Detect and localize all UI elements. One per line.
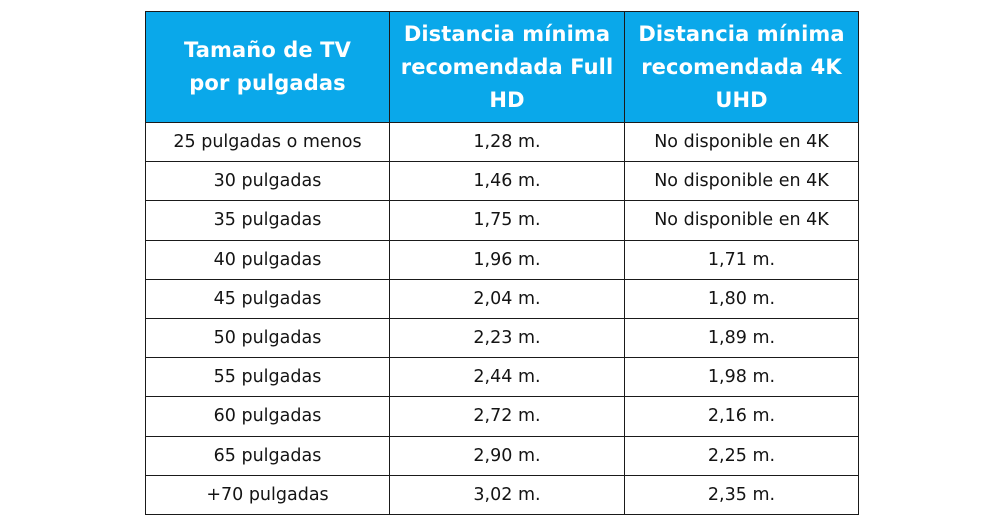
cell-4k-distance: 2,16 m. <box>624 396 859 437</box>
column-header-label: Tamaño de TV por pulgadas <box>184 38 351 95</box>
table-header: Tamaño de TV por pulgadas Distancia míni… <box>145 11 859 123</box>
cell-tv-size: 45 pulgadas <box>145 278 390 319</box>
column-header-tv-size: Tamaño de TV por pulgadas <box>145 11 390 123</box>
column-header-label: Distancia mínima recomendada 4K UHD <box>638 21 845 112</box>
cell-tv-size: 35 pulgadas <box>145 200 390 241</box>
cell-tv-size: 55 pulgadas <box>145 357 390 398</box>
cell-tv-size: +70 pulgadas <box>145 474 390 515</box>
cell-full-hd-distance: 2,04 m. <box>389 278 625 319</box>
cell-tv-size: 40 pulgadas <box>145 239 390 280</box>
cell-4k-distance: 1,80 m. <box>624 278 859 319</box>
cell-full-hd-distance: 2,44 m. <box>389 357 625 398</box>
table-body: 25 pulgadas o menos 1,28 m. No disponibl… <box>145 121 859 515</box>
table-row: 65 pulgadas 2,90 m. 2,25 m. <box>145 435 859 476</box>
table-row: 25 pulgadas o menos 1,28 m. No disponibl… <box>145 121 859 163</box>
table-row: 35 pulgadas 1,75 m. No disponible en 4K <box>145 200 859 241</box>
cell-4k-distance: 1,89 m. <box>624 317 859 359</box>
cell-tv-size: 60 pulgadas <box>145 396 390 437</box>
cell-4k-distance: 2,25 m. <box>624 435 859 476</box>
cell-full-hd-distance: 1,46 m. <box>389 161 625 202</box>
cell-full-hd-distance: 1,96 m. <box>389 239 625 280</box>
table-row: 55 pulgadas 2,44 m. 1,98 m. <box>145 357 859 398</box>
cell-4k-distance: No disponible en 4K <box>624 200 859 241</box>
cell-full-hd-distance: 1,28 m. <box>389 121 625 163</box>
column-header-full-hd: Distancia mínima recomendada Full HD <box>389 11 625 123</box>
cell-4k-distance: 1,98 m. <box>624 357 859 398</box>
cell-4k-distance: 1,71 m. <box>624 239 859 280</box>
column-header-label: Distancia mínima recomendada Full HD <box>400 21 614 112</box>
header-row: Tamaño de TV por pulgadas Distancia míni… <box>145 11 859 123</box>
cell-full-hd-distance: 2,23 m. <box>389 317 625 359</box>
table-row: +70 pulgadas 3,02 m. 2,35 m. <box>145 474 859 515</box>
table-row: 60 pulgadas 2,72 m. 2,16 m. <box>145 396 859 437</box>
cell-4k-distance: No disponible en 4K <box>624 161 859 202</box>
cell-tv-size: 25 pulgadas o menos <box>145 121 390 163</box>
cell-full-hd-distance: 3,02 m. <box>389 474 625 515</box>
cell-full-hd-distance: 2,90 m. <box>389 435 625 476</box>
cell-4k-distance: No disponible en 4K <box>624 121 859 163</box>
column-header-4k-uhd: Distancia mínima recomendada 4K UHD <box>624 11 859 123</box>
cell-tv-size: 65 pulgadas <box>145 435 390 476</box>
table-row: 30 pulgadas 1,46 m. No disponible en 4K <box>145 161 859 202</box>
table-row: 50 pulgadas 2,23 m. 1,89 m. <box>145 317 859 359</box>
tv-distance-table: Tamaño de TV por pulgadas Distancia míni… <box>145 11 859 515</box>
table-row: 40 pulgadas 1,96 m. 1,71 m. <box>145 239 859 280</box>
cell-4k-distance: 2,35 m. <box>624 474 859 515</box>
table-row: 45 pulgadas 2,04 m. 1,80 m. <box>145 278 859 319</box>
cell-tv-size: 30 pulgadas <box>145 161 390 202</box>
cell-full-hd-distance: 1,75 m. <box>389 200 625 241</box>
distance-table-container: Tamaño de TV por pulgadas Distancia míni… <box>145 11 859 515</box>
cell-full-hd-distance: 2,72 m. <box>389 396 625 437</box>
cell-tv-size: 50 pulgadas <box>145 317 390 359</box>
